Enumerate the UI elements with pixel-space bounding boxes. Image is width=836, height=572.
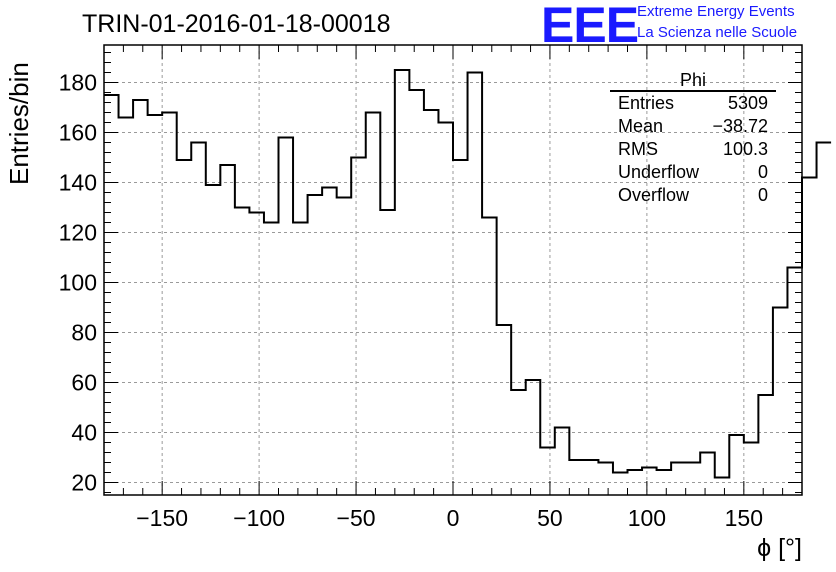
stats-row: Underflow 0 [610,161,776,184]
stats-value: 0 [757,185,768,205]
y-tick-label: 140 [59,170,97,196]
stats-row: Overflow 0 [610,184,776,207]
chart-title: TRIN-01-2016-01-18-00018 [82,10,391,38]
y-tick-label: 100 [59,270,97,296]
stats-value: 100.3 [722,139,768,159]
logo-line-2: La Scienza nelle Scuole [637,24,798,41]
y-tick-label: 40 [71,420,97,446]
logo-line-1: Extreme Energy Events [637,3,795,20]
stats-value: −38.72 [712,116,768,136]
x-tick-label: 50 [537,505,563,531]
x-tick-label: −50 [337,505,376,531]
stats-value: 0 [757,162,768,182]
x-tick-label: 0 [447,505,460,531]
x-tick-label: −100 [233,505,285,531]
y-tick-label: 60 [71,370,97,396]
y-tick-label: 20 [71,470,97,496]
stats-title: Phi [610,70,776,92]
x-tick-label: −150 [136,505,188,531]
stats-box: Phi Entries 5309 Mean −38.72 RMS 100.3 Underfl… [610,70,776,207]
eee-logo-icon: EEE [541,0,639,53]
stats-row: Mean −38.72 [610,115,776,138]
y-axis-label: Entries/bin [4,62,34,185]
stats-row: RMS 100.3 [610,138,776,161]
stats-label: Mean [618,116,664,136]
stats-label: Overflow [618,185,690,205]
stats-row: Entries 5309 [610,92,776,115]
y-tick-label: 160 [59,120,97,146]
stats-label: Underflow [618,162,700,182]
stats-value: 5309 [727,93,768,113]
stats-label: Entries [618,93,675,113]
x-tick-label: 150 [725,505,763,531]
y-tick-label: 180 [59,70,97,96]
x-axis-label: ϕ [°] [757,534,802,562]
y-tick-label: 80 [71,320,97,346]
x-tick-label: 100 [628,505,666,531]
histogram-line [104,69,832,479]
stats-rows: Entries 5309 Mean −38.72 RMS 100.3 Underflow 0 O… [610,92,776,207]
stats-label: RMS [618,139,658,159]
y-tick-label: 120 [59,220,97,246]
